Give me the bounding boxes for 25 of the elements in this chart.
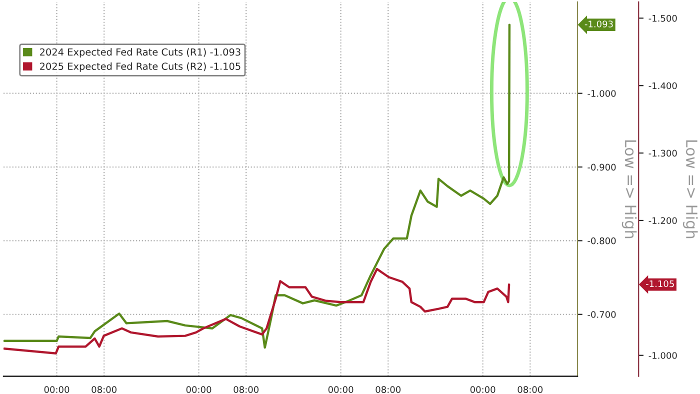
x-tick-label: 08:00 bbox=[518, 386, 543, 393]
y-axis-title: Low => High bbox=[622, 140, 637, 238]
y-tick-label: -0.900 bbox=[588, 164, 616, 171]
x-tick-label: 08:00 bbox=[92, 386, 117, 393]
y2-axis-title: Low => High bbox=[682, 140, 698, 238]
y2-tick-label: -1.000 bbox=[648, 352, 677, 359]
x-tick-label: 08:00 bbox=[376, 386, 401, 393]
legend-label: 2024 Expected Fed Rate Cuts (R1) -1.093 bbox=[40, 48, 240, 58]
x-tick-label: 00:00 bbox=[328, 386, 354, 393]
text: -1.093 bbox=[584, 20, 613, 28]
y-tick-label: -0.700 bbox=[588, 311, 616, 318]
y2-tick-label: -1.400 bbox=[648, 82, 677, 90]
x-tick-label: 00:00 bbox=[44, 386, 70, 393]
legend-label: 2025 Expected Fed Rate Cuts (R2) -1.105 bbox=[40, 62, 240, 72]
line-series bbox=[4, 268, 510, 354]
y2-tick-label: -1.500 bbox=[648, 14, 677, 22]
text: -1.105 bbox=[646, 280, 674, 288]
y-tick-label: -0.800 bbox=[588, 237, 616, 244]
y2-tick-label: -1.200 bbox=[648, 217, 677, 224]
x-tick-label: 00:00 bbox=[470, 386, 496, 393]
y2-tick-label: -1.300 bbox=[648, 150, 677, 157]
y-tick-label: -1.000 bbox=[588, 90, 616, 97]
x-tick-label: 08:00 bbox=[234, 386, 259, 393]
x-tick-label: 00:00 bbox=[186, 386, 212, 393]
line-series bbox=[4, 24, 511, 349]
